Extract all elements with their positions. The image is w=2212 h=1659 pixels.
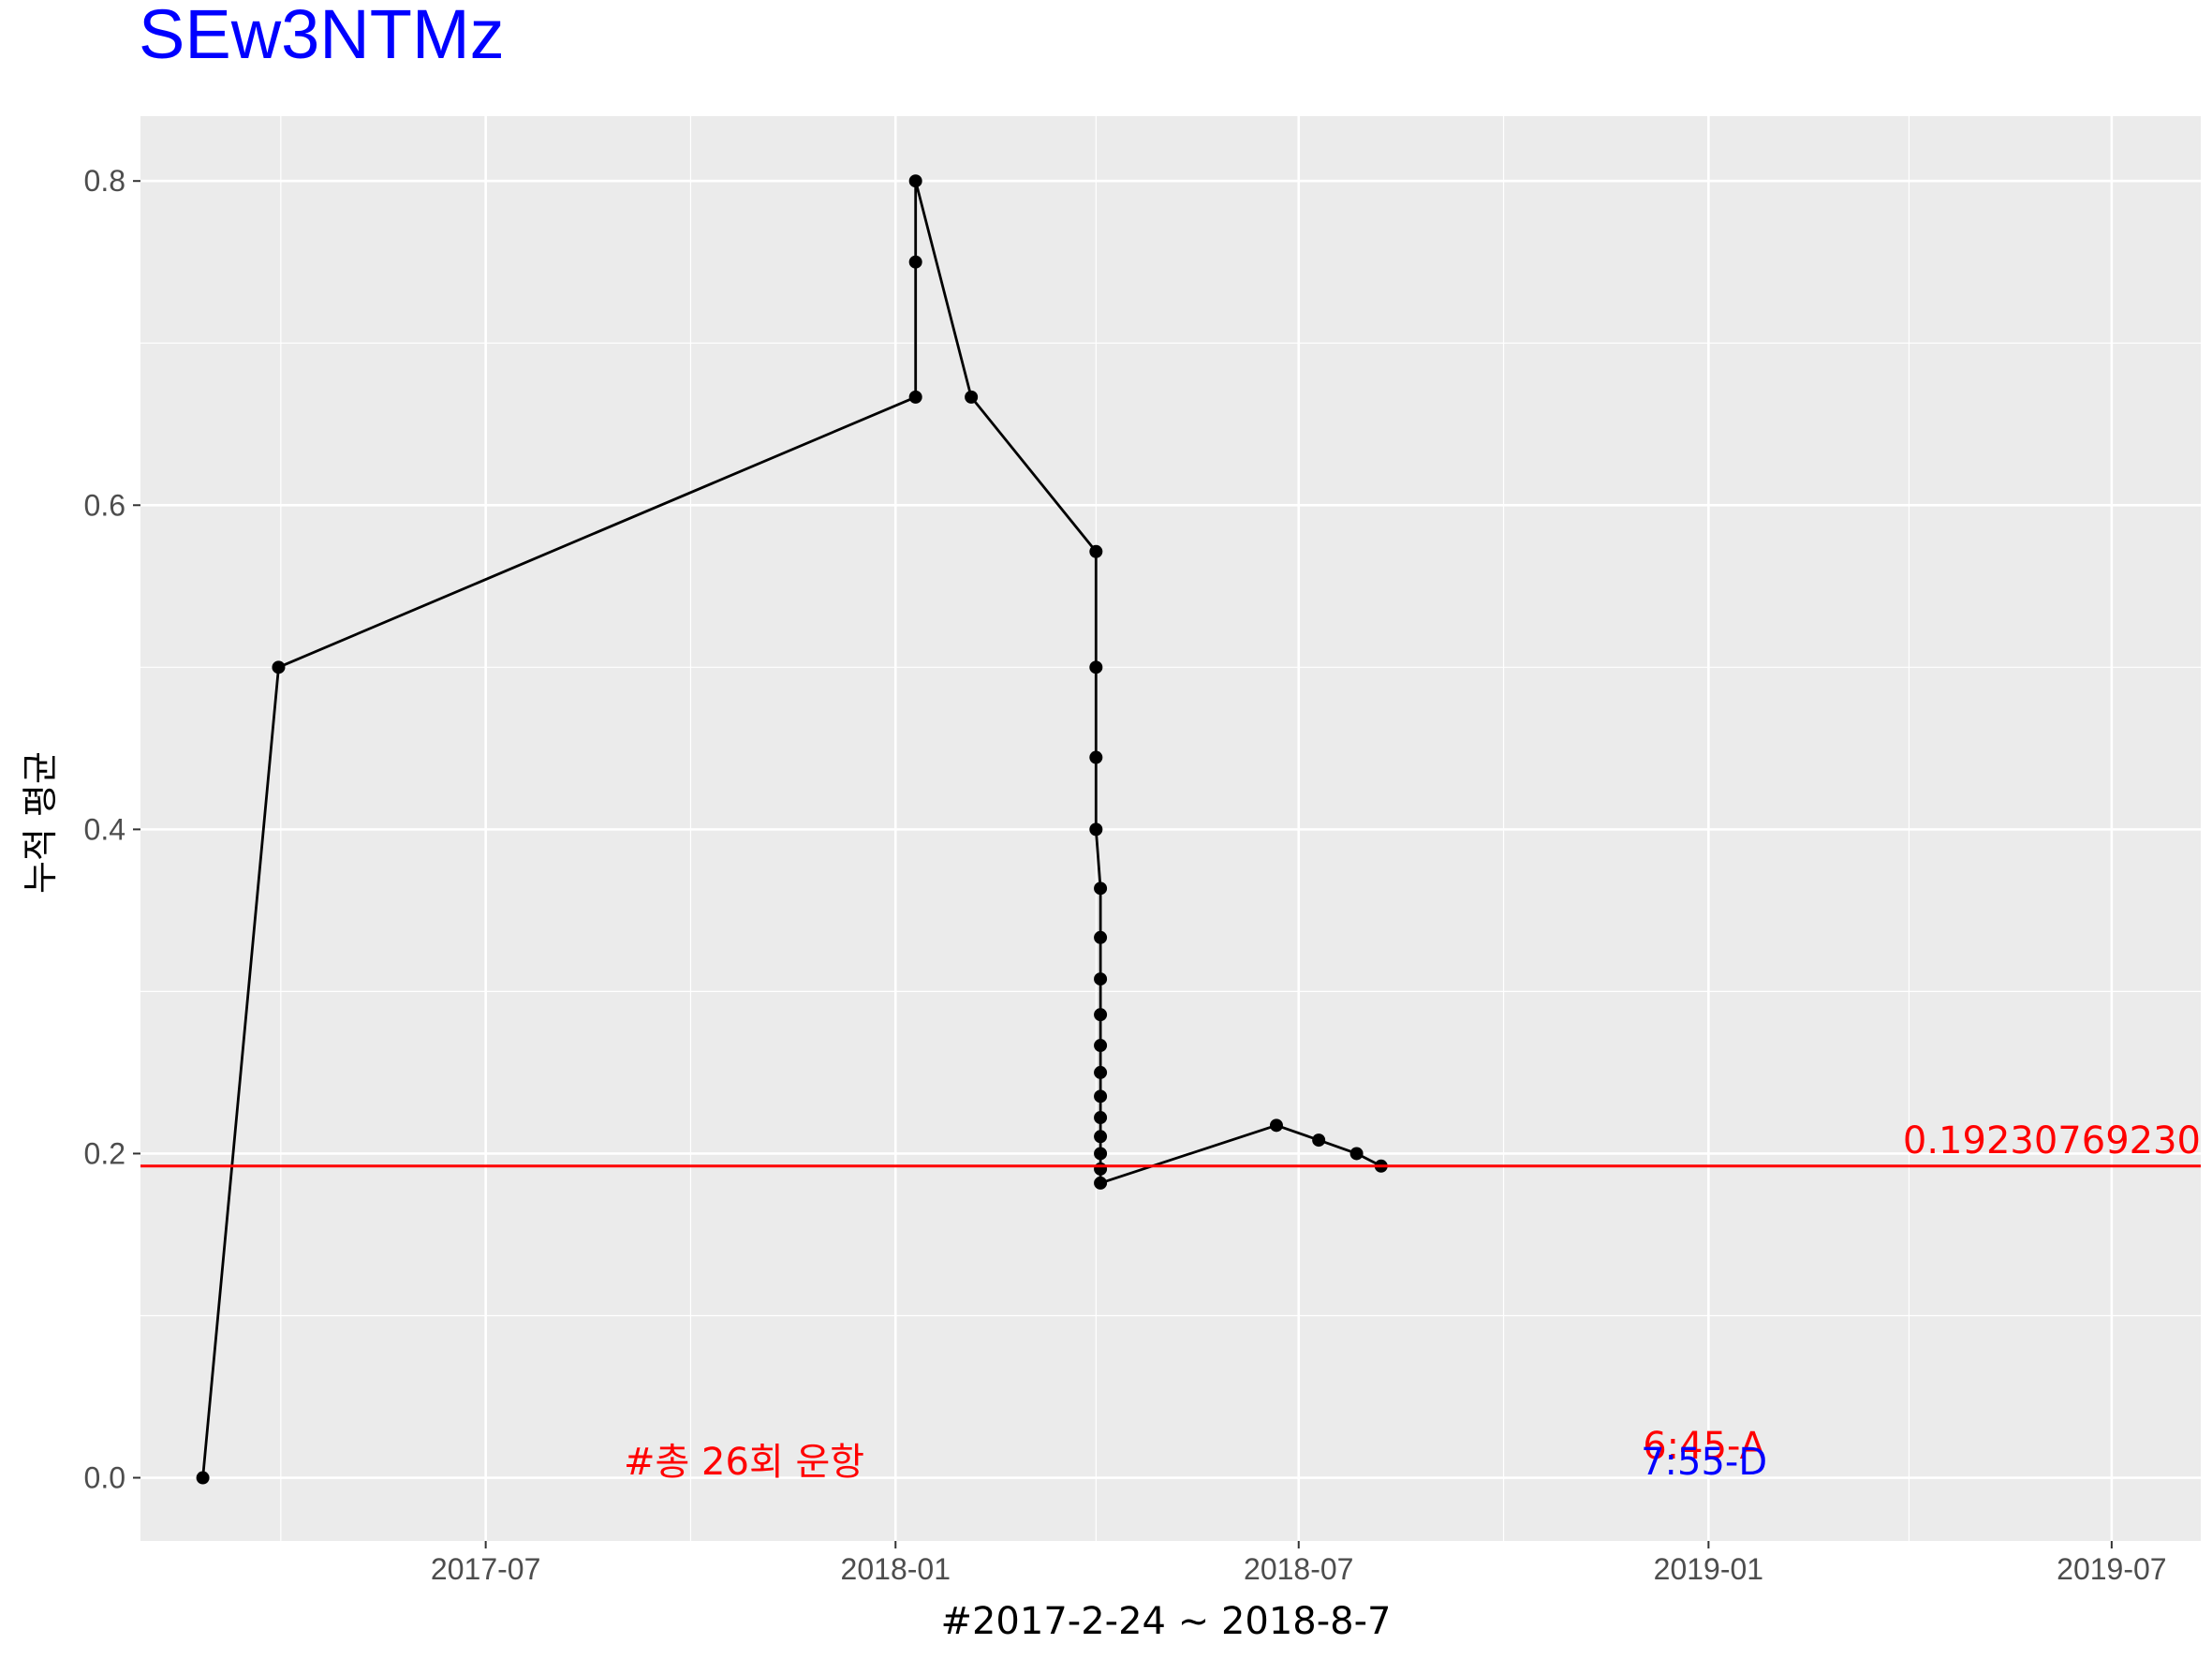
annotation-1: #총 26회 운항: [624, 1441, 864, 1484]
data-point: [1094, 1065, 1108, 1079]
x-axis-title: #2017-2-24 ~ 2018-8-7: [940, 1600, 1391, 1643]
data-point: [1094, 1147, 1108, 1161]
y-tick-label: 0.4: [84, 812, 125, 846]
y-tick-label: 0.6: [84, 488, 125, 522]
data-point: [196, 1471, 210, 1485]
data-point: [1089, 750, 1103, 764]
data-point: [1349, 1147, 1364, 1161]
data-point: [908, 174, 922, 188]
y-tick-label: 0.2: [84, 1136, 125, 1170]
data-point: [1089, 822, 1103, 837]
data-point: [1269, 1118, 1283, 1133]
plot-area: 0.0 0.2 0.4 0.6 0.8 2017-07 2018-01 2018-07 2019…: [84, 116, 2201, 1586]
data-point: [1094, 881, 1108, 896]
data-point: [1094, 930, 1108, 944]
data-point: [908, 390, 922, 404]
data-point: [1089, 660, 1103, 674]
annotation-3: 7:55-D: [1641, 1441, 1767, 1484]
mean-reference-label: 0.19230769230: [1903, 1119, 2201, 1163]
data-point: [1094, 1008, 1108, 1022]
data-point: [1094, 1162, 1108, 1176]
data-point: [1312, 1133, 1326, 1148]
annotation-2: 6:45-A: [1643, 1425, 1765, 1468]
data-point: [272, 660, 286, 674]
data-point: [1094, 1089, 1108, 1104]
data-point: [965, 390, 979, 404]
y-tick-label: 0.8: [84, 164, 125, 198]
x-tick-label: 2019-07: [2057, 1552, 2166, 1586]
y-axis-title: 누적 평균: [20, 751, 61, 894]
data-point: [1089, 544, 1103, 558]
data-point: [1094, 1111, 1108, 1125]
x-tick-label: 2017-07: [431, 1552, 540, 1586]
x-tick-label: 2019-01: [1654, 1552, 1763, 1586]
x-tick-label: 2018-01: [841, 1552, 951, 1586]
y-tick-label: 0.0: [84, 1461, 125, 1495]
x-tick-label: 2018-07: [1244, 1552, 1353, 1586]
data-point: [1094, 1039, 1108, 1053]
data-point: [908, 255, 922, 269]
data-point: [1094, 972, 1108, 986]
chart-title: SEw3NTMz: [139, 0, 505, 73]
data-point: [1094, 1176, 1108, 1190]
data-point: [1094, 1130, 1108, 1144]
